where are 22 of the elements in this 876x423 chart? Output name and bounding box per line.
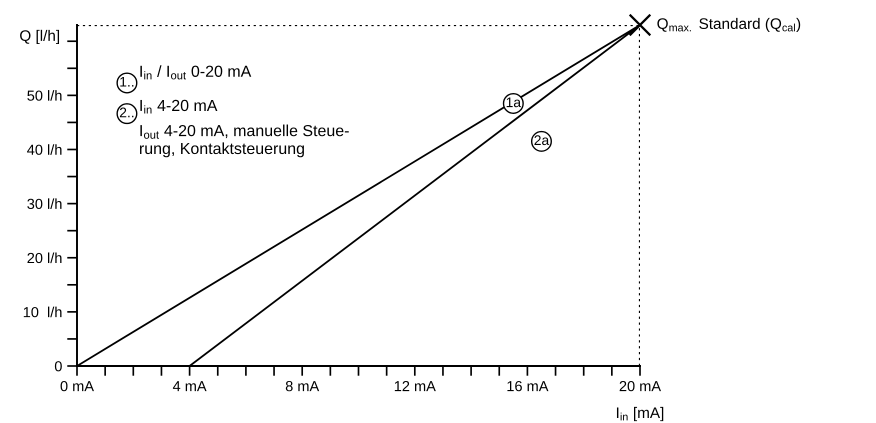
y-tick-label: 0 — [54, 361, 62, 372]
y-tick-label: 40 l/h — [27, 144, 62, 155]
y-tick-label: 50 l/h — [27, 90, 62, 101]
annotation: 2.. — [120, 108, 134, 118]
x-tick-label: 4 mA — [172, 381, 207, 392]
series-label: Q$_{max.}$ Standard (Q$_{cal}$) — [657, 18, 800, 32]
annotation: 1a — [506, 98, 522, 108]
y-tick-label: 30 l/h — [27, 198, 62, 210]
x-axis-title: I$_{in}$ [mA] — [616, 406, 664, 422]
y-tick-label: 20 l/h — [27, 252, 62, 264]
annotation: 1.. — [120, 77, 134, 87]
y-axis-title: Q [l/h] — [20, 30, 60, 44]
x-tick-label: 0 mA — [60, 380, 94, 392]
annotation: I$_{out}$ 4-20 mA, manuelle Steue- rung, Kontaktsteuerung — [140, 124, 349, 158]
x-tick-label: 12 mA — [394, 380, 436, 392]
annotation: 2a — [534, 135, 550, 146]
y-tick-label: 10 l/h — [24, 306, 62, 318]
annotation: I$_{in}$ / I$_{out}$ 0-20 mA — [140, 65, 252, 80]
annotation: I$_{in}$ 4-20 mA — [140, 100, 218, 114]
x-tick-label: 16 mA — [507, 380, 548, 392]
x-tick-label: 20 mA — [620, 380, 662, 392]
x-tick-label: 8 mA — [286, 380, 320, 392]
